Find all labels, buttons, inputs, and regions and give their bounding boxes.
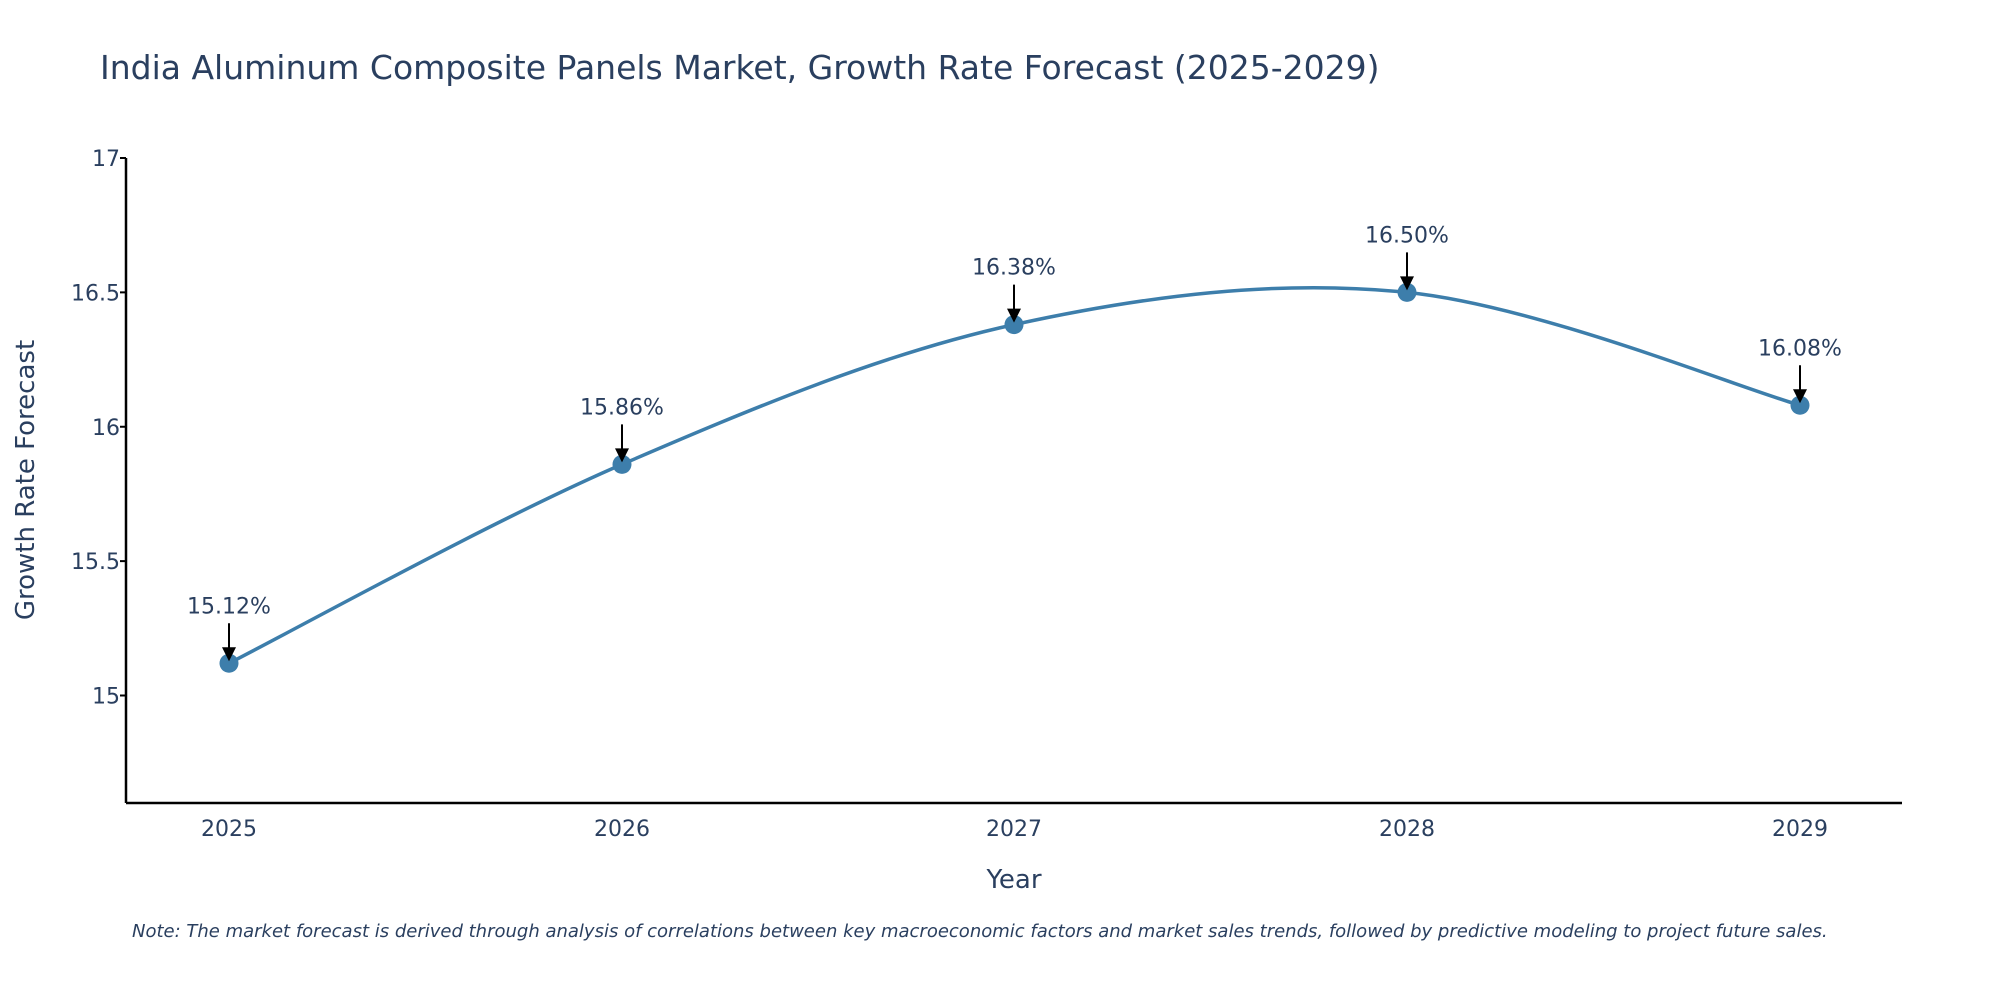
growth-rate-line — [228, 285, 1801, 665]
data-annotations: 15.12% 15.86% 16.38% 16.50% 16.08% — [187, 223, 1842, 662]
x-axis-ticks: 2025 2026 2027 2028 2029 — [201, 817, 1828, 842]
x-tick-label: 2029 — [1772, 817, 1828, 842]
annotation-arrow-head — [1400, 276, 1414, 291]
y-tick-label: 16 — [92, 416, 120, 441]
data-label-2026: 15.86% — [580, 395, 664, 420]
data-point-2025 — [219, 653, 239, 673]
x-tick-label: 2027 — [986, 817, 1042, 842]
data-label-2027: 16.38% — [972, 256, 1056, 281]
data-point-2027 — [1004, 315, 1024, 335]
y-tick-label: 15 — [92, 685, 120, 710]
annotation-arrow-head — [1007, 308, 1021, 323]
data-point-2026 — [612, 454, 632, 474]
y-axis-title: Growth Rate Forecast — [11, 340, 41, 620]
data-points — [219, 282, 1810, 673]
annotation-arrow-head — [1793, 389, 1807, 404]
data-point-2028 — [1397, 282, 1417, 302]
x-tick-label: 2026 — [594, 817, 650, 842]
x-tick-label: 2028 — [1379, 817, 1435, 842]
y-axis-ticks: 15 15.5 16 16.5 17 — [71, 147, 126, 710]
data-point-2029 — [1790, 395, 1810, 415]
x-axis-title: Year — [985, 865, 1041, 895]
annotation-arrow-head — [615, 448, 629, 463]
y-tick-label: 15.5 — [71, 550, 120, 575]
y-tick-label: 16.5 — [71, 281, 120, 306]
data-label-2025: 15.12% — [187, 594, 271, 619]
footnote: Note: The market forecast is derived thr… — [132, 921, 1828, 942]
chart-title: India Aluminum Composite Panels Market, … — [100, 48, 1380, 87]
data-label-2029: 16.08% — [1758, 336, 1842, 361]
data-label-2028: 16.50% — [1365, 223, 1449, 248]
x-tick-label: 2025 — [201, 817, 257, 842]
annotation-arrow-head — [222, 647, 236, 662]
y-tick-label: 17 — [92, 147, 120, 172]
